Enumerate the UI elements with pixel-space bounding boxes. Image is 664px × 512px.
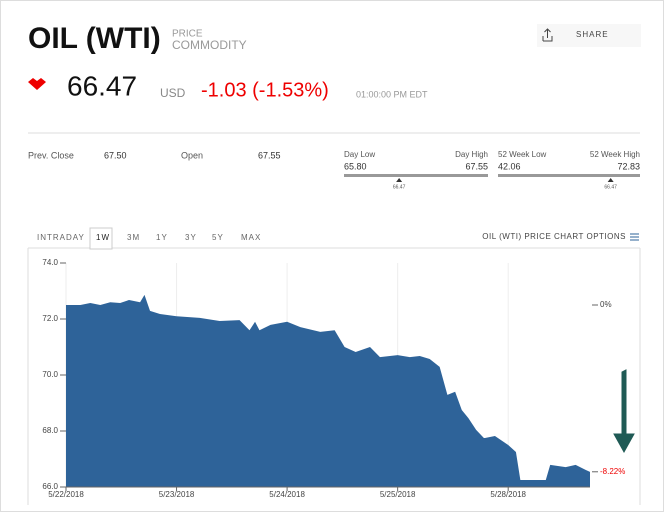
x-tick-label: 5/24/2018 xyxy=(269,490,305,499)
x-tick-label: 5/22/2018 xyxy=(48,490,84,499)
x-tick-label: 5/23/2018 xyxy=(159,490,195,499)
y-tick-label: 66.0 xyxy=(42,482,58,491)
stat-label: Open xyxy=(181,150,203,160)
stat-value: 67.50 xyxy=(104,150,127,160)
tab[interactable]: 1W xyxy=(96,233,110,242)
stat-value: 67.55 xyxy=(258,150,281,160)
annotation-arrow xyxy=(613,369,635,454)
range-bar xyxy=(498,174,640,177)
tab-active[interactable] xyxy=(89,227,113,250)
range-label: 52 Week Low xyxy=(498,150,547,159)
time: 01:00:00 PM EDT xyxy=(356,89,428,99)
y2-tick-label: -8.22% xyxy=(600,467,625,476)
range-bar xyxy=(344,174,488,177)
range-label: Day Low xyxy=(344,150,375,159)
options-icon[interactable] xyxy=(630,233,639,241)
range-marker-label: 66.47 xyxy=(604,184,617,190)
category: COMMODITY xyxy=(172,38,247,52)
title: OIL (WTI) xyxy=(28,22,161,55)
range-value: 42.06 xyxy=(498,161,521,171)
price: 66.47 xyxy=(67,70,137,101)
y-tick-label: 72.0 xyxy=(42,314,58,323)
chart-options[interactable]: OIL (WTI) PRICE CHART OPTIONS xyxy=(482,232,626,241)
currency: USD xyxy=(160,86,186,100)
range-marker xyxy=(396,178,403,182)
y-tick-label: 68.0 xyxy=(42,426,58,435)
range-label: Day High xyxy=(455,150,488,159)
range-value: 67.55 xyxy=(465,161,488,171)
tab[interactable]: INTRADAY xyxy=(37,233,85,242)
kind: PRICE xyxy=(172,29,203,40)
y-tick-label: 70.0 xyxy=(42,370,58,379)
y2-tick-label: 0% xyxy=(600,300,612,309)
price-area xyxy=(66,294,590,487)
stat-label: Prev. Close xyxy=(28,150,74,160)
tab[interactable]: MAX xyxy=(241,233,261,242)
share-icon xyxy=(542,28,553,42)
down-icon xyxy=(28,78,46,90)
range-label: 52 Week High xyxy=(590,150,640,159)
tab[interactable]: 5Y xyxy=(212,233,224,242)
y-tick-label: 74.0 xyxy=(42,258,58,267)
tab[interactable]: 3M xyxy=(127,233,140,242)
range-marker-label: 66.47 xyxy=(393,184,406,190)
x-tick-label: 5/25/2018 xyxy=(380,490,416,499)
share-bg[interactable] xyxy=(537,24,641,47)
tab[interactable]: 1Y xyxy=(156,233,168,242)
share-label: SHARE xyxy=(576,30,609,39)
change: -1.03 (-1.53%) xyxy=(201,79,329,101)
range-value: 72.83 xyxy=(617,161,640,171)
tab[interactable]: 3Y xyxy=(185,233,197,242)
share-button[interactable]: SHARE xyxy=(537,24,641,47)
range-value: 65.80 xyxy=(344,161,367,171)
range-marker xyxy=(607,178,614,182)
x-tick-label: 5/28/2018 xyxy=(490,490,526,499)
